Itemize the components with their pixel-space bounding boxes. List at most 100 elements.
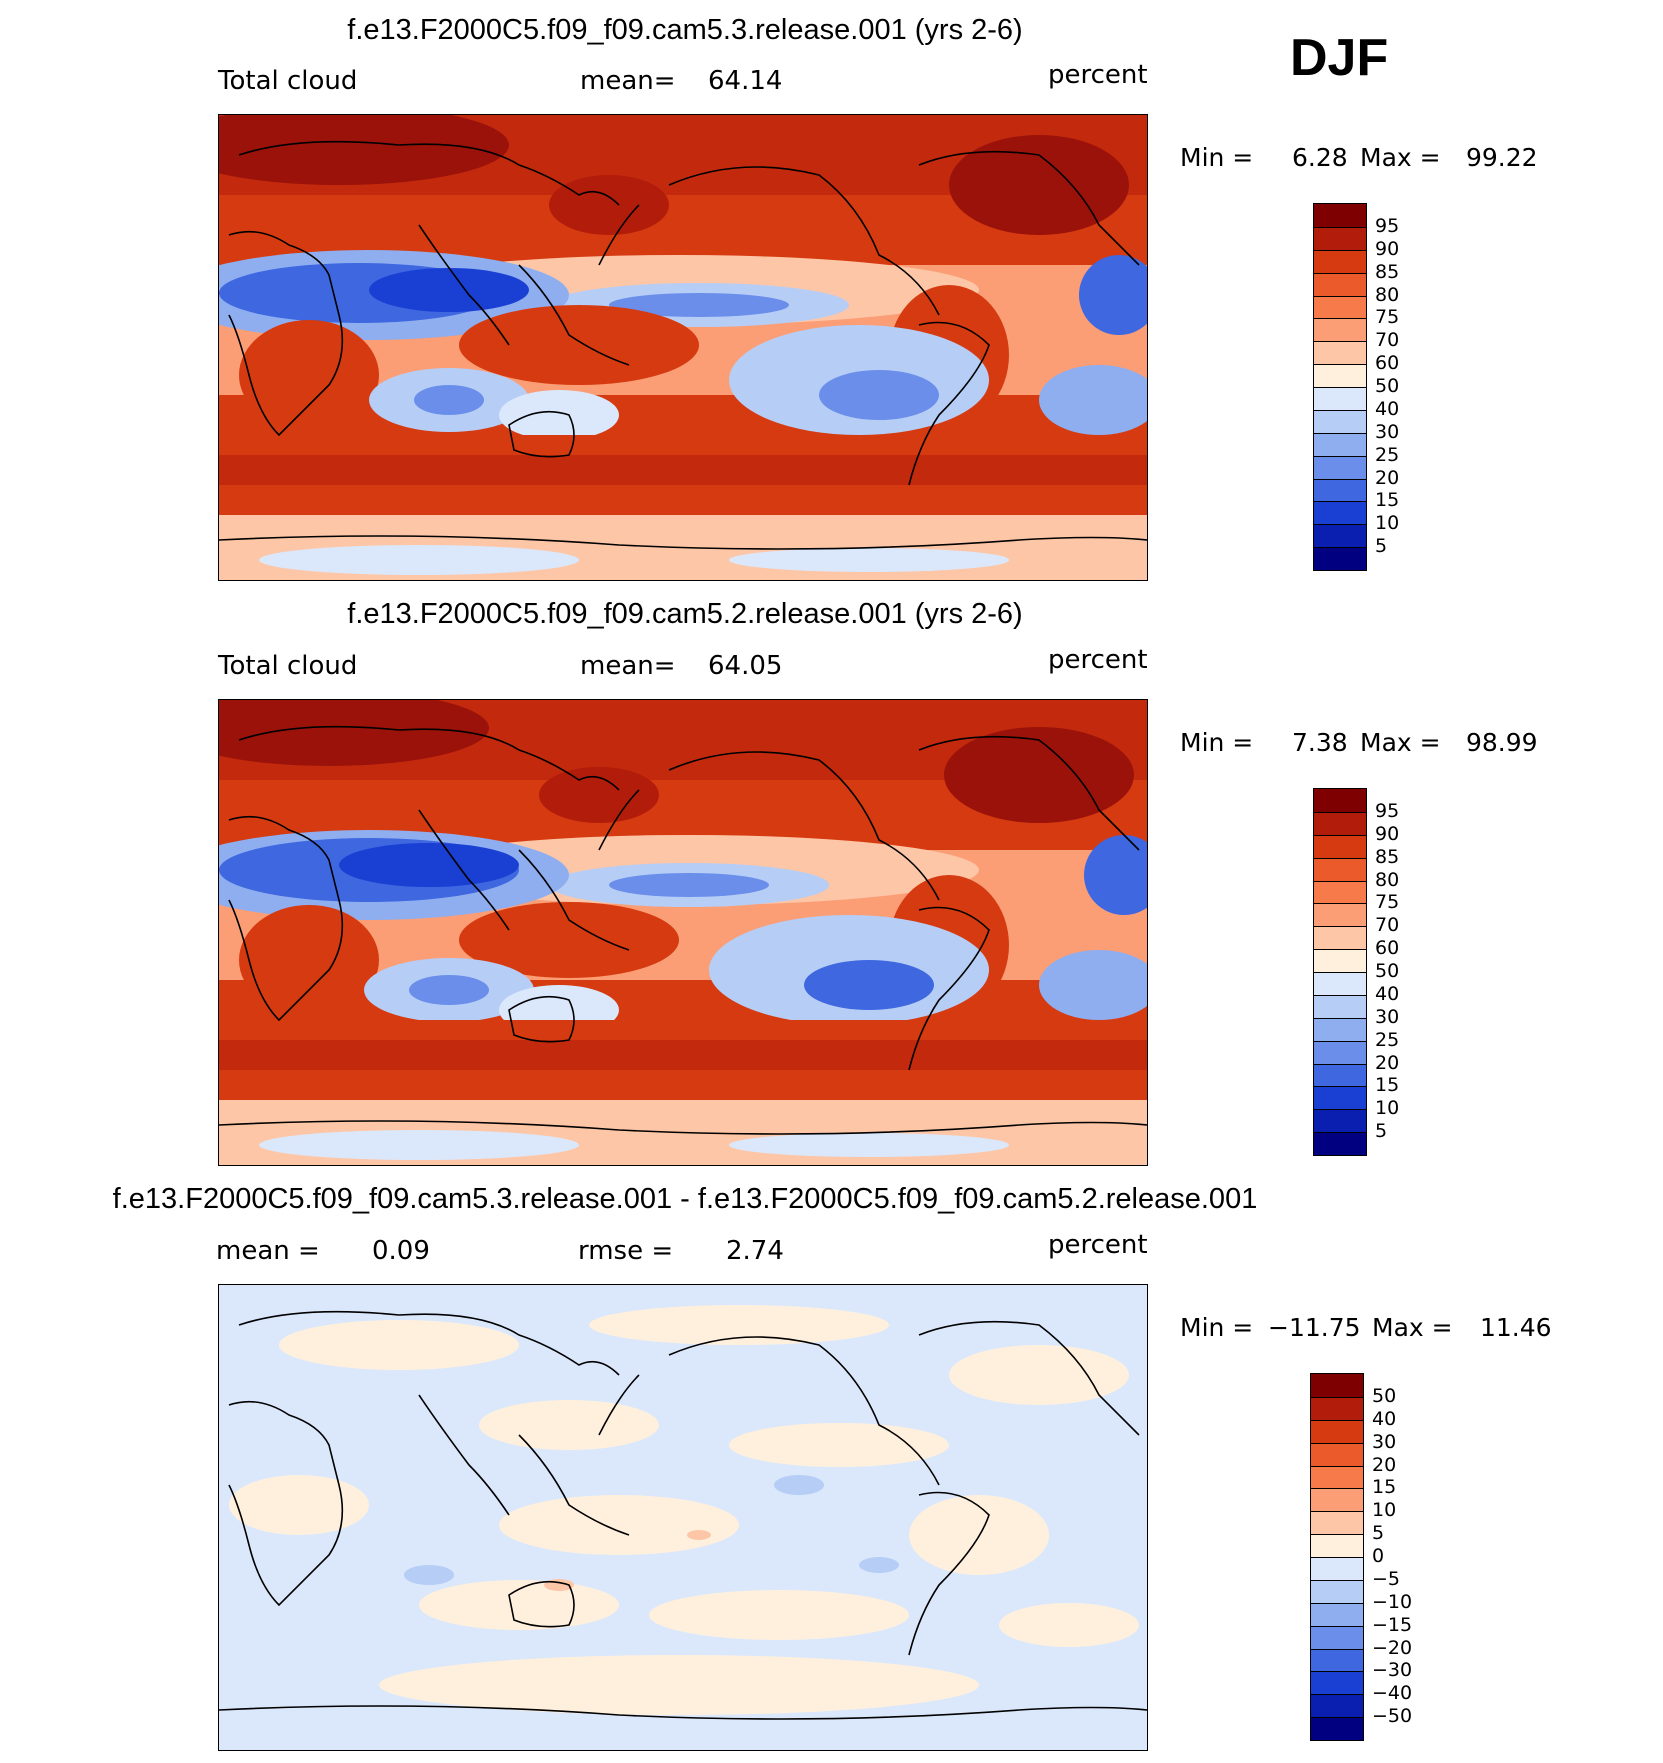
colorbar-swatch	[1311, 1374, 1363, 1397]
colorbar-swatch	[1314, 834, 1366, 858]
panel-2-min-label: Min =	[1180, 728, 1254, 757]
colorbar-swatch	[1314, 478, 1366, 502]
panel-1-min-label: Min =	[1180, 143, 1254, 172]
colorbar-tick-label: 5	[1375, 1120, 1388, 1143]
panel-3-colorbar	[1310, 1373, 1364, 1741]
colorbar-swatch	[1311, 1579, 1363, 1603]
colorbar-swatch	[1314, 1132, 1366, 1155]
colorbar-swatch	[1314, 249, 1366, 273]
panel-3-rmse-label: rmse =	[578, 1236, 674, 1266]
colorbar-swatch	[1314, 789, 1366, 812]
colorbar-tick-label: 50	[1375, 960, 1400, 982]
colorbar-swatch	[1314, 1109, 1366, 1133]
colorbar-swatch	[1314, 926, 1366, 950]
colorbar-tick-label: 40	[1375, 982, 1400, 1005]
colorbar-swatch	[1314, 364, 1366, 387]
panel-2-colorbar	[1313, 788, 1367, 1156]
colorbar-swatch	[1314, 949, 1366, 972]
panel-2-map	[218, 699, 1148, 1166]
colorbar-swatch	[1314, 1040, 1366, 1064]
colorbar-tick-label: 20	[1372, 1453, 1397, 1476]
panel-1-variable-label: Total cloud	[218, 66, 358, 96]
season-label: DJF	[1290, 29, 1389, 87]
colorbar-swatch	[1314, 547, 1366, 570]
colorbar-tick-label: −10	[1372, 1590, 1413, 1613]
colorbar-tick-label: −50	[1372, 1705, 1413, 1728]
colorbar-tick-label: −30	[1372, 1659, 1413, 1682]
colorbar-tick-label: 10	[1375, 1097, 1400, 1120]
colorbar-swatch	[1314, 226, 1366, 250]
colorbar-tick-label: 75	[1375, 891, 1400, 914]
colorbar-swatch	[1311, 1396, 1363, 1420]
panel-2-units: percent	[1048, 645, 1148, 675]
colorbar-tick-label: 40	[1372, 1407, 1397, 1430]
colorbar-swatch	[1314, 880, 1366, 904]
panel-2-min-value: 7.38	[1292, 728, 1348, 757]
colorbar-tick-label: 80	[1375, 283, 1400, 306]
panel-2-mean-value: 64.05	[708, 651, 783, 681]
colorbar-swatch	[1311, 1465, 1363, 1489]
colorbar-swatch	[1314, 811, 1366, 835]
colorbar-tick-label: 30	[1375, 1005, 1400, 1028]
colorbar-tick-label: 90	[1375, 237, 1400, 260]
colorbar-swatch	[1311, 1717, 1363, 1740]
panel-3-mean-label: mean =	[216, 1236, 320, 1266]
colorbar-tick-label: 90	[1375, 822, 1400, 845]
panel-1-title: f.e13.F2000C5.f09_f09.cam5.3.release.001…	[347, 14, 1023, 46]
panel-1-mean-value: 64.14	[708, 66, 783, 96]
colorbar-tick-label: 10	[1375, 512, 1400, 535]
panel-3-min-label: Min =	[1180, 1313, 1254, 1342]
panel-3-max-label: Max =	[1372, 1313, 1453, 1342]
colorbar-tick-label: −40	[1372, 1682, 1413, 1705]
panel-1-max-value: 99.22	[1466, 143, 1538, 172]
panel-2-variable-label: Total cloud	[218, 651, 358, 681]
colorbar-swatch	[1311, 1488, 1363, 1512]
colorbar-tick-label: 20	[1375, 466, 1400, 489]
panel-1-colorbar	[1313, 203, 1367, 571]
colorbar-tick-label: 85	[1375, 260, 1400, 283]
colorbar-tick-label: 5	[1375, 535, 1388, 558]
colorbar-swatch	[1314, 903, 1366, 927]
colorbar-swatch	[1314, 1017, 1366, 1041]
colorbar-tick-label: 30	[1372, 1430, 1397, 1453]
colorbar-tick-label: 70	[1375, 914, 1400, 937]
panel-1-mean-label: mean=	[580, 66, 676, 96]
colorbar-tick-label: 10	[1372, 1499, 1397, 1522]
panel-3-units: percent	[1048, 1230, 1148, 1260]
colorbar-swatch	[1314, 318, 1366, 342]
colorbar-tick-label: 50	[1372, 1384, 1397, 1407]
panel-2-max-value: 98.99	[1466, 728, 1538, 757]
panel-3-max-value: 11.46	[1480, 1313, 1552, 1342]
colorbar-tick-label: 85	[1375, 845, 1400, 868]
colorbar-tick-label: 40	[1375, 397, 1400, 420]
colorbar-tick-label: 95	[1375, 799, 1400, 822]
panel-2-title: f.e13.F2000C5.f09_f09.cam5.2.release.001…	[347, 598, 1023, 630]
colorbar-swatch	[1311, 1419, 1363, 1443]
panel-1-map	[218, 114, 1148, 581]
colorbar-swatch	[1314, 972, 1366, 995]
colorbar-swatch	[1311, 1557, 1363, 1580]
colorbar-swatch	[1311, 1442, 1363, 1466]
colorbar-swatch	[1311, 1648, 1363, 1672]
colorbar-swatch	[1311, 1671, 1363, 1695]
colorbar-swatch	[1314, 295, 1366, 319]
colorbar-swatch	[1314, 272, 1366, 296]
colorbar-swatch	[1314, 455, 1366, 479]
colorbar-swatch	[1314, 501, 1366, 525]
colorbar-swatch	[1311, 1511, 1363, 1535]
panel-2-max-label: Max =	[1360, 728, 1441, 757]
colorbar-swatch	[1314, 432, 1366, 456]
colorbar-tick-label: 0	[1372, 1545, 1385, 1567]
panel-3-rmse-value: 2.74	[726, 1236, 784, 1266]
colorbar-tick-label: 75	[1375, 306, 1400, 329]
colorbar-tick-label: 80	[1375, 868, 1400, 891]
colorbar-swatch	[1311, 1602, 1363, 1626]
colorbar-tick-label: 15	[1372, 1476, 1397, 1499]
colorbar-swatch	[1314, 994, 1366, 1018]
colorbar-tick-label: 15	[1375, 1074, 1400, 1097]
colorbar-swatch	[1314, 524, 1366, 548]
colorbar-tick-label: −15	[1372, 1613, 1413, 1636]
panel-3-min-value: −11.75	[1268, 1313, 1361, 1342]
colorbar-tick-label: −5	[1372, 1567, 1401, 1590]
panel-1-units: percent	[1048, 60, 1148, 90]
